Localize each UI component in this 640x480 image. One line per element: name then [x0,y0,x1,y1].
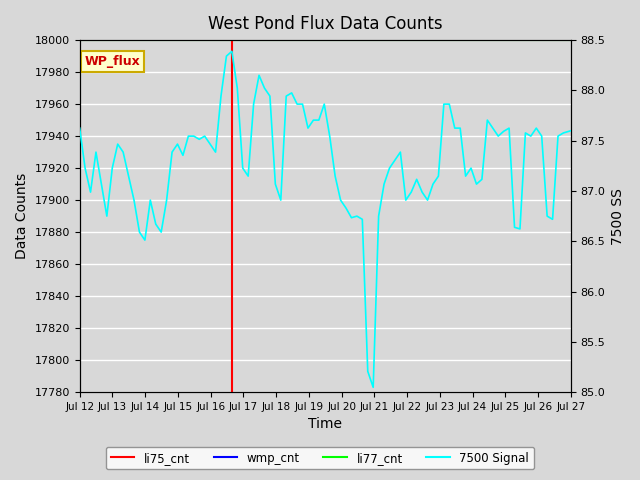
Title: West Pond Flux Data Counts: West Pond Flux Data Counts [208,15,443,33]
Y-axis label: Data Counts: Data Counts [15,173,29,259]
Legend: li75_cnt, wmp_cnt, li77_cnt, 7500 Signal: li75_cnt, wmp_cnt, li77_cnt, 7500 Signal [106,447,534,469]
Y-axis label: 7500 SS: 7500 SS [611,188,625,244]
Text: WP_flux: WP_flux [84,55,140,68]
X-axis label: Time: Time [308,418,342,432]
